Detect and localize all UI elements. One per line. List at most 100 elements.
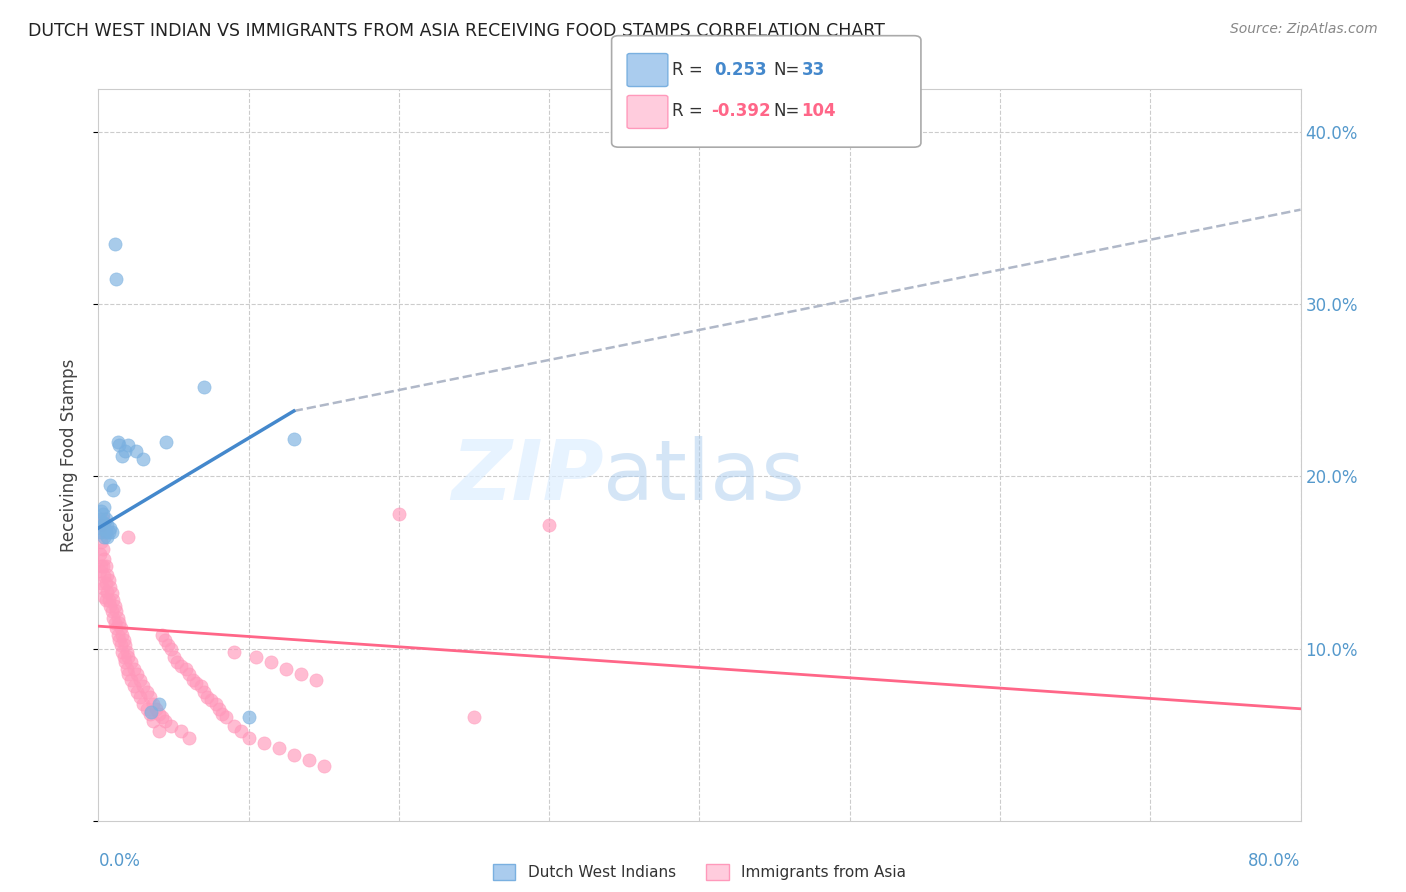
Point [91,541,114,556]
Point [94,512,117,526]
Point [104,599,127,613]
Point [141,697,163,711]
Point [124,680,146,694]
Point [121,655,143,669]
Text: 33: 33 [801,61,825,78]
Point [222,719,245,733]
Point [170,658,193,673]
Text: N=: N= [773,103,800,120]
Point [148,697,170,711]
Point [193,684,215,698]
Point [283,748,305,763]
Point [110,621,132,635]
Point [93,552,115,566]
Point [89,512,111,526]
Point [104,615,127,630]
Point [117,667,139,681]
Point [100,580,122,594]
Point [148,706,170,721]
Point [93,590,115,604]
Point [112,650,135,665]
Point [101,586,124,600]
Point [260,655,283,669]
Point [150,628,173,642]
Text: 0.0%: 0.0% [98,852,141,870]
Point [103,593,125,607]
Point [103,610,125,624]
Point [298,753,321,767]
Point [132,452,155,467]
Point [91,508,114,522]
Point [117,530,139,544]
Point [94,524,117,539]
Point [97,573,120,587]
Text: 80.0%: 80.0% [1249,852,1301,870]
Point [159,641,181,656]
Point [108,615,131,630]
Point [139,705,162,719]
Point [211,706,233,721]
Point [114,638,136,652]
Point [107,610,129,624]
Point [89,564,111,578]
Point [215,710,238,724]
Point [97,524,120,539]
Text: ZIP: ZIP [451,436,603,517]
Point [132,680,155,694]
Point [184,676,207,690]
Point [177,731,200,745]
Point [107,435,129,450]
Point [200,693,222,707]
Point [94,593,117,607]
Point [283,432,305,446]
Point [111,628,134,642]
Point [107,628,129,642]
Point [195,690,218,704]
Point [245,650,267,665]
Point [222,645,245,659]
Point [538,517,561,532]
Point [290,667,312,681]
Point [150,710,173,724]
Point [105,621,128,635]
Point [96,567,118,582]
Point [166,655,188,669]
Point [156,638,179,652]
Y-axis label: Receiving Food Stamps: Receiving Food Stamps [59,359,77,551]
Point [112,632,135,647]
Point [91,558,114,573]
Point [312,758,335,772]
Point [153,714,176,728]
Point [91,512,114,526]
Point [170,724,193,739]
Text: 104: 104 [801,103,837,120]
Point [305,673,328,687]
Point [267,741,290,756]
Point [105,271,128,285]
Point [94,576,117,591]
Point [463,710,485,724]
Text: -0.392: -0.392 [711,103,770,120]
Point [193,380,215,394]
Text: Source: ZipAtlas.com: Source: ZipAtlas.com [1230,22,1378,37]
Point [96,584,118,599]
Text: R =: R = [672,61,703,78]
Point [100,599,122,613]
Point [238,731,260,745]
Text: DUTCH WEST INDIAN VS IMMIGRANTS FROM ASIA RECEIVING FOOD STAMPS CORRELATION CHAR: DUTCH WEST INDIAN VS IMMIGRANTS FROM ASI… [28,22,884,40]
Point [103,483,125,498]
Point [145,702,167,716]
Point [155,435,177,450]
Point [114,655,136,669]
Point [138,706,160,721]
Point [90,504,112,518]
Point [101,604,124,618]
Point [253,736,276,750]
Point [162,650,184,665]
Text: R =: R = [672,103,703,120]
Point [138,690,160,704]
Point [174,662,197,676]
Point [117,438,139,452]
Point [108,632,131,647]
Point [148,724,170,739]
